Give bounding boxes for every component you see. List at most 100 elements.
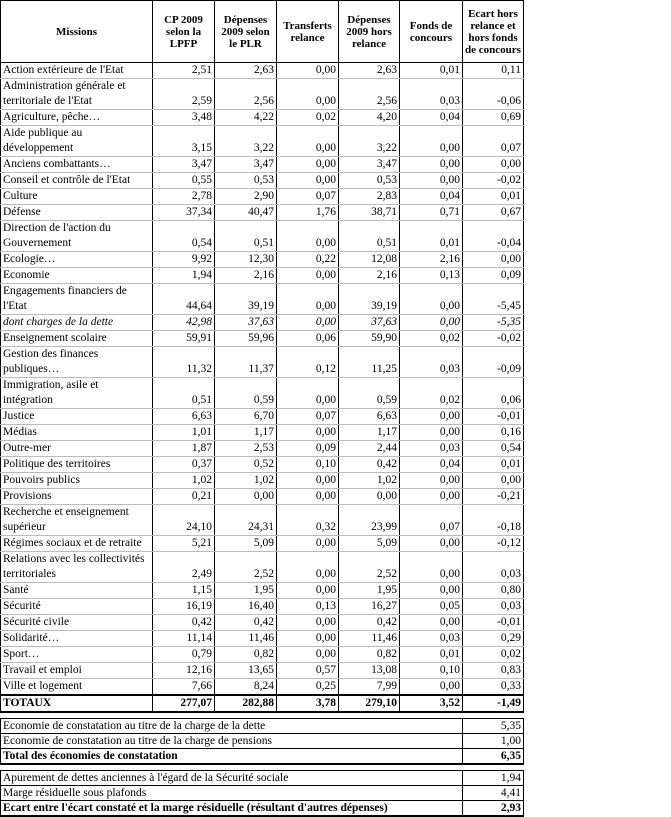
value-cell: 5,09 [338,535,400,552]
column-header: Dépenses 2009 hors relance [338,0,400,63]
value-cell: 0,55 [152,172,215,189]
value-cell: 1,01 [152,424,215,441]
value-cell: 0,07 [276,188,339,205]
summary-value: 4,41 [462,785,524,801]
value-cell: 0,00 [276,172,339,189]
value-cell: 0,00 [399,678,463,696]
value-cell: 11,25 [338,346,400,378]
value-cell: 0,00 [276,646,339,663]
value-cell: 2,59 [152,78,215,110]
value-cell: -0,06 [462,78,524,110]
total-value: 3,78 [276,694,339,713]
table-row: Politique des territoires 0,37 0,52 0,10 0,4… [0,456,524,473]
summary-value: 6,35 [462,748,524,765]
table-row: Recherche et enseignement supérieur 24,10… [0,504,524,536]
total-value: -1,49 [462,694,524,713]
value-cell: 0,00 [399,551,463,583]
value-cell: 1,02 [152,472,215,489]
summary-value: 2,93 [462,800,524,817]
value-cell: 40,47 [214,204,277,221]
table-row: Travail et emploi 12,16 13,65 0,57 13,08 0,10… [0,662,524,679]
value-cell: 2,63 [214,62,277,79]
summary-row: Economie de constatation au titre de la … [0,733,524,749]
value-cell: 0,79 [152,646,215,663]
column-header: Transferts relance [276,0,339,63]
mission-name: Enseignement scolaire [0,330,153,347]
value-cell: 0,00 [276,551,339,583]
value-cell: 2,16 [399,251,463,268]
table-row: Gestion des finances publiques… 11,32 11,3… [0,346,524,378]
value-cell: 0,33 [462,678,524,696]
summary-value: 1,94 [462,770,524,786]
value-cell: 2,16 [338,267,400,284]
value-cell: 0,00 [276,220,339,252]
value-cell: 0,00 [399,408,463,425]
value-cell: 9,92 [152,251,215,268]
value-cell: 0,01 [399,62,463,79]
mission-name: Relations avec les collectivités territo… [0,551,153,583]
table-row: Direction de l'action du Gouvernement 0,5… [0,220,524,252]
value-cell: -5,35 [462,314,524,331]
mission-name: Ecologie… [0,251,153,268]
value-cell: 2,49 [152,551,215,583]
value-cell: 0,29 [462,630,524,647]
value-cell: 0,00 [276,488,339,505]
value-cell: 0,00 [399,472,463,489]
value-cell: 6,63 [338,408,400,425]
value-cell: 0,02 [462,646,524,663]
value-cell: 0,01 [399,646,463,663]
table-row: Santé 1,15 1,95 0,00 1,95 0,00 0,80 [0,582,524,599]
value-cell: 0,03 [462,598,524,615]
column-header: Missions [0,0,153,63]
value-cell: 7,66 [152,678,215,696]
value-cell: 0,00 [276,535,339,552]
table-row: Médias 1,01 1,17 0,00 1,17 0,00 0,16 [0,424,524,441]
value-cell: -0,01 [462,614,524,631]
value-cell: 0,82 [338,646,400,663]
value-cell: 0,00 [276,267,339,284]
value-cell: 0,00 [399,535,463,552]
table-row: Ville et logement 7,66 8,24 0,25 7,99 0,00 0,3… [0,678,524,696]
table-row: Sport… 0,79 0,82 0,00 0,82 0,01 0,02 [0,646,524,663]
value-cell: 0,42 [338,456,400,473]
value-cell: 11,32 [152,346,215,378]
table-row: Enseignement scolaire 59,91 59,96 0,06 59,90… [0,330,524,347]
mission-name: Outre-mer [0,440,153,457]
total-value: 277,07 [152,694,215,713]
value-cell: 0,00 [276,78,339,110]
value-cell: -0,01 [462,408,524,425]
value-cell: 0,03 [399,630,463,647]
summary-row: Total des économies de constatation 6,35 [0,748,524,765]
value-cell: 0,53 [214,172,277,189]
mission-name: Agriculture, pêche… [0,109,153,126]
value-cell: 2,56 [214,78,277,110]
mission-name: Politique des territoires [0,456,153,473]
value-cell: 3,47 [152,156,215,173]
value-cell: 0,51 [152,377,215,409]
value-cell: 0,03 [399,78,463,110]
mission-name: Economie [0,267,153,284]
value-cell: 0,59 [214,377,277,409]
value-cell: 1,02 [338,472,400,489]
value-cell: 6,63 [152,408,215,425]
value-cell: 0,10 [399,662,463,679]
table-row: Action extérieure de l'Etat 2,51 2,63 0,00 2… [0,62,524,79]
value-cell: 0,00 [276,582,339,599]
value-cell: 2,56 [338,78,400,110]
mission-name: Provisions [0,488,153,505]
value-cell: -0,09 [462,346,524,378]
table-row: Aide publique au développement 3,15 3,22 0,… [0,125,524,157]
value-cell: 0,13 [276,598,339,615]
mission-name: Sport… [0,646,153,663]
value-cell: 1,87 [152,440,215,457]
value-cell: 0,22 [276,251,339,268]
summary-label: Marge résiduelle sous plafonds [0,785,463,801]
value-cell: 0,00 [399,172,463,189]
value-cell: 0,01 [462,456,524,473]
value-cell: 42,98 [152,314,215,331]
value-cell: 0,54 [462,440,524,457]
value-cell: 2,63 [338,62,400,79]
column-header: Fonds de concours [399,0,463,63]
value-cell: 11,14 [152,630,215,647]
value-cell: 0,00 [399,314,463,331]
